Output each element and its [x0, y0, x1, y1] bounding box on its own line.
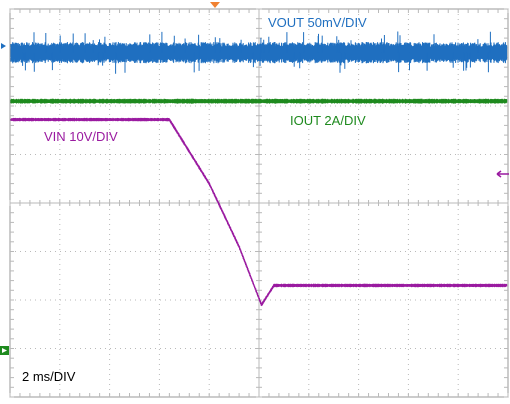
- vout-channel-marker-icon: [1, 43, 6, 49]
- vout-label: VOUT 50mV/DIV: [268, 15, 367, 30]
- trace-vin: [10, 117, 508, 307]
- iout-label: IOUT 2A/DIV: [290, 113, 366, 128]
- plot-grid: [9, 8, 509, 398]
- trigger-level-arrow-icon: [496, 170, 509, 178]
- trace-vout: [10, 31, 508, 74]
- trace-line: [10, 117, 508, 307]
- waveform-traces: [10, 31, 508, 307]
- trigger-position-marker-icon: [210, 2, 220, 8]
- iout-channel-marker-arrow-icon: [2, 348, 7, 353]
- timebase-label: 2 ms/DIV: [22, 369, 76, 384]
- trace-spikes: [22, 31, 491, 74]
- vin-label: VIN 10V/DIV: [44, 129, 118, 144]
- trace-iout: [10, 98, 508, 104]
- trace-line: [10, 98, 508, 104]
- trace-line: [10, 41, 508, 64]
